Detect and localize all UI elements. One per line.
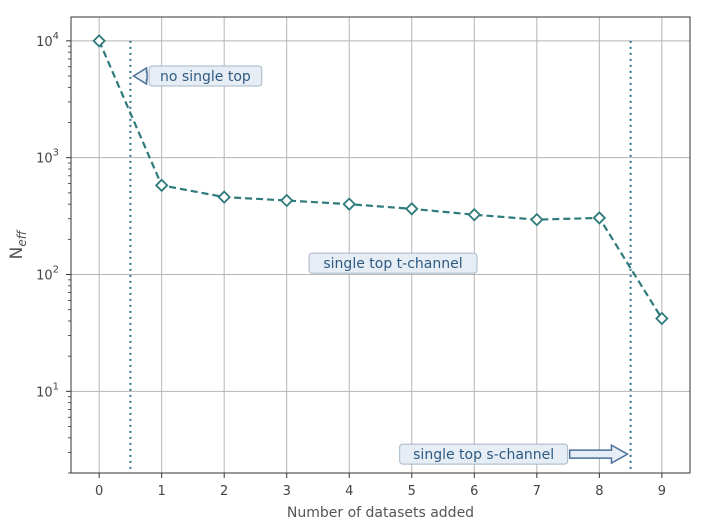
data-point <box>92 34 106 48</box>
series-line <box>98 40 663 320</box>
data-point <box>279 193 294 208</box>
annotation-box <box>148 65 263 87</box>
data-point <box>217 190 231 204</box>
x-tick-label: 9 <box>658 484 666 499</box>
y-tick-base: 10 <box>36 152 53 167</box>
y-tick-label: 103 <box>36 148 59 167</box>
data-point <box>530 212 544 227</box>
data-point <box>592 211 607 225</box>
x-tick-label: 3 <box>283 484 291 499</box>
y-axis-label-base: N <box>7 247 27 260</box>
x-tick-label: 1 <box>158 484 166 499</box>
x-tick-label: 4 <box>345 484 353 499</box>
y-axis-label: Neff <box>7 229 29 259</box>
x-tick-label: 7 <box>533 484 541 499</box>
x-tick-label: 5 <box>408 484 416 499</box>
grid <box>71 17 690 473</box>
y-tick-exponent: 2 <box>53 265 59 276</box>
data-point <box>467 207 482 222</box>
annotation: no single top <box>132 65 263 87</box>
y-tick-exponent: 1 <box>53 381 59 392</box>
data-point <box>655 311 669 326</box>
y-tick-base: 10 <box>36 385 53 400</box>
x-tick-label: 6 <box>470 484 478 499</box>
annotation-text: single top t-channel <box>323 256 462 272</box>
x-tick-label: 8 <box>595 484 603 499</box>
y-tick-label: 104 <box>36 31 59 50</box>
y-tick-exponent: 3 <box>53 148 59 159</box>
annotation: single top s-channel <box>399 443 630 465</box>
annotations: no single top single top t-channel single … <box>132 65 630 465</box>
annotation-box <box>308 252 478 274</box>
y-tick-label: 102 <box>36 265 59 284</box>
annotation-box <box>399 443 569 465</box>
annotation-text: single top s-channel <box>413 447 554 463</box>
annotation-text: no single top <box>160 69 251 85</box>
annotation-arrow <box>568 443 630 465</box>
x-axis-label: Number of datasets added <box>287 505 474 521</box>
y-axis-label-sub: eff <box>15 229 29 246</box>
annotation-arrow <box>132 66 148 86</box>
data-point <box>404 202 419 216</box>
annotation: single top t-channel <box>308 252 478 274</box>
y-tick-base: 10 <box>36 269 53 284</box>
x-tick-label: 2 <box>220 484 228 499</box>
y-tick-label: 101 <box>36 381 59 400</box>
y-tick-base: 10 <box>36 35 53 50</box>
data-point <box>154 178 169 193</box>
series <box>92 34 669 326</box>
data-point <box>342 197 357 211</box>
y-tick-exponent: 4 <box>53 31 59 42</box>
plot-frame <box>70 16 691 474</box>
x-tick-label: 0 <box>95 484 103 499</box>
